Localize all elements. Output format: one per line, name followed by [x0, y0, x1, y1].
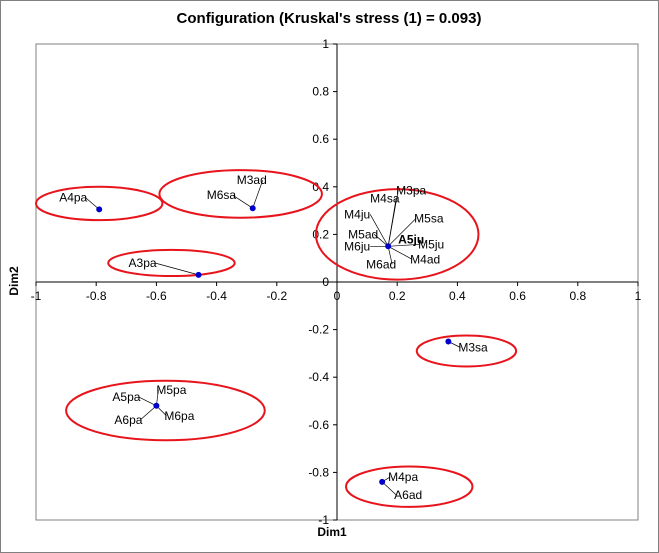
y-tick-label: 0.8	[312, 85, 329, 99]
chart-title: Configuration (Kruskal's stress (1) = 0.…	[177, 10, 482, 27]
x-tick-label: -0.6	[146, 289, 167, 303]
point-label: M3pa	[396, 183, 426, 197]
point-label: M5ad	[348, 227, 378, 241]
data-point	[249, 205, 256, 212]
x-tick-label: -0.2	[266, 289, 287, 303]
x-tick-label: 0.6	[509, 289, 526, 303]
point-label: M6pa	[164, 409, 194, 423]
cluster-ellipse	[65, 379, 266, 442]
y-tick-label: 0.6	[312, 132, 329, 146]
point-label: M6ad	[366, 257, 396, 271]
data-point	[385, 243, 392, 250]
data-point	[445, 338, 452, 345]
x-tick-label: 0	[334, 289, 341, 303]
y-tick-label: 1	[322, 37, 329, 51]
axes: -1 -0.8 -0.6 -0.4 -0.2 0 0.2 0.4 0.6 0.8 1 1 0.8 0.6 0…	[31, 37, 642, 527]
x-tick-label: 0.4	[449, 289, 466, 303]
y-tick-label: -1	[318, 513, 329, 527]
point-label: M5sa	[414, 211, 444, 225]
data-point	[195, 271, 202, 278]
leader-line	[388, 243, 421, 247]
cluster-ellipse	[107, 248, 236, 278]
cluster-ellipse	[35, 185, 164, 222]
y-tick-label: 0.4	[312, 180, 329, 194]
point-label: A3pa	[129, 256, 157, 270]
point-label: M4ad	[410, 252, 440, 266]
leader-line	[388, 245, 413, 260]
x-tick-label: 0.8	[569, 289, 586, 303]
leader-line	[140, 405, 157, 421]
cluster-ellipse	[345, 465, 474, 508]
cluster-ellipse	[314, 188, 480, 281]
y-tick-label: -0.2	[308, 323, 329, 337]
leader-line	[369, 214, 389, 247]
leader-line	[154, 262, 199, 276]
x-tick-label: 0.2	[389, 289, 406, 303]
y-tick-label: -0.6	[308, 418, 329, 432]
cluster-ellipse	[158, 169, 323, 219]
point-label: M3sa	[458, 341, 488, 355]
x-tick-label: -0.8	[86, 289, 107, 303]
leader-line	[232, 194, 253, 209]
point-label: M6ju	[344, 239, 370, 253]
point-label: A6ad	[394, 488, 422, 502]
y-tick-label: -0.4	[308, 370, 329, 384]
x-tick-label: 1	[635, 289, 642, 303]
leader-line	[252, 180, 264, 209]
point-label: M4ju	[344, 207, 370, 221]
leader-line	[84, 197, 100, 210]
y-axis-title: Dim2	[7, 266, 21, 296]
leader-line	[373, 234, 389, 247]
x-tick-label: -1	[31, 289, 42, 303]
x-tick-label: -0.4	[206, 289, 227, 303]
label-leader-lines	[84, 180, 461, 496]
x-axis-title: Dim1	[317, 525, 347, 539]
y-tick-label: 0.2	[312, 227, 329, 241]
overlapping-label: A5ju	[398, 232, 424, 246]
point-label: M6sa	[207, 188, 237, 202]
leader-line	[138, 396, 157, 407]
y-tick-label: 0	[322, 275, 329, 289]
leader-line	[387, 218, 417, 247]
point-label: M5pa	[156, 383, 186, 397]
leader-line	[381, 481, 397, 496]
point-label: M5ju	[418, 237, 444, 251]
data-point	[153, 402, 160, 409]
data-point	[379, 478, 386, 485]
data-point	[96, 206, 103, 213]
point-label: A4pa	[59, 190, 87, 204]
cluster-ellipse	[415, 334, 518, 368]
data-points	[96, 205, 452, 485]
point-label: M4sa	[370, 191, 400, 205]
cluster-ellipses	[35, 169, 518, 508]
point-label: A6pa	[114, 413, 142, 427]
point-label: M3ad	[237, 173, 267, 187]
leader-line	[387, 190, 399, 247]
point-label: A5pa	[112, 390, 140, 404]
point-label: M4pa	[388, 470, 418, 484]
y-tick-label: -0.8	[308, 465, 329, 479]
leader-line	[387, 246, 393, 265]
